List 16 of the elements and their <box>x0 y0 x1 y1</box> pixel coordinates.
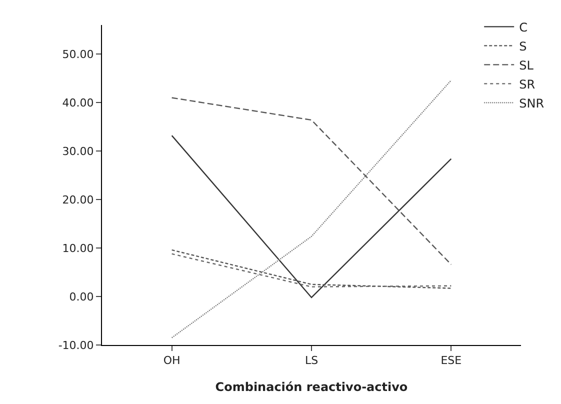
y-tick-label: 50.00 <box>62 48 94 61</box>
y-tick-label: -10.00 <box>58 338 94 352</box>
x-tick-label: ESE <box>440 354 462 368</box>
x-axis-title: Combinación reactivo-activo <box>215 380 408 394</box>
legend-label: SNR <box>519 96 544 110</box>
y-tick-label: 10.00 <box>62 242 94 255</box>
legend-label: SR <box>519 77 536 92</box>
y-tick-label: 20.00 <box>62 193 94 206</box>
legend-label: SL <box>519 58 534 72</box>
y-tick-label: 40.00 <box>62 96 94 110</box>
x-tick-label: LS <box>304 354 318 368</box>
x-tick-label: OH <box>163 354 180 368</box>
y-tick-label: 30.00 <box>62 144 94 158</box>
y-tick-label: 0.00 <box>69 290 94 304</box>
legend-label: C <box>519 20 528 34</box>
legend-label: S <box>519 39 527 54</box>
